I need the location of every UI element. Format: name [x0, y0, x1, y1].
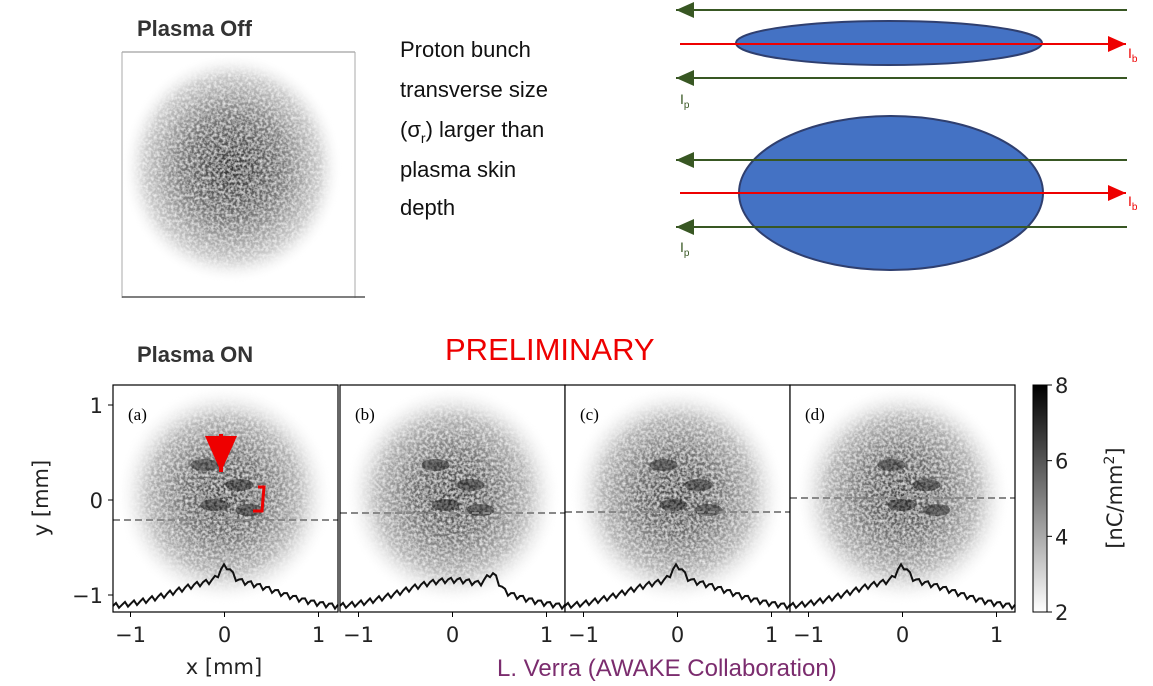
x-tick-label: 0: [446, 623, 459, 647]
x-tick-label: −1: [568, 623, 599, 647]
panel-label: (a): [128, 405, 147, 424]
filament: [431, 499, 460, 511]
colorbar-tick-label: 6: [1055, 450, 1068, 474]
on-title: Plasma ON: [137, 342, 253, 367]
x-tick-label: 0: [671, 623, 684, 647]
filament: [887, 499, 916, 511]
beam-image: [794, 385, 1011, 605]
beam-label: Ib: [1128, 193, 1138, 213]
filament: [225, 479, 254, 491]
beam-image: [116, 385, 333, 605]
x-tick-label: 0: [896, 623, 909, 647]
y-tick-label: 0: [90, 489, 103, 513]
y-tick-label: 1: [90, 394, 103, 418]
stamp: PRELIMINARY: [445, 332, 655, 367]
panel-label: (c): [580, 405, 599, 424]
colorbar-tick-label: 8: [1055, 374, 1068, 398]
filament: [694, 504, 723, 516]
colorbar-tick-label: 4: [1055, 525, 1068, 549]
filament: [912, 479, 941, 491]
profile: [112, 562, 339, 611]
colorbar-label: [nC/mm2]: [1102, 447, 1127, 548]
filament: [649, 459, 678, 471]
off-image: [121, 51, 365, 298]
colorbar: [1032, 384, 1048, 613]
y-label: y [mm]: [29, 460, 53, 536]
y-tick-label: −1: [72, 584, 103, 608]
diagram-small: [676, 2, 1127, 86]
panels: (a) −1 0 1 (b) −1 0 1 (c) −1 0 1 (d) −1 0 1 1 0 −1 8 6 4 2: [72, 374, 1068, 647]
panel-label: (b): [355, 405, 375, 424]
filament: [421, 459, 450, 471]
filament: [659, 499, 688, 511]
filament: [466, 504, 495, 516]
filament: [922, 504, 951, 516]
filament: [190, 459, 219, 471]
panel-border: [112, 384, 339, 613]
beam-image: [569, 385, 786, 605]
beam-image: [344, 385, 561, 605]
beam-label: Ib: [1128, 45, 1138, 65]
panel-label: (d): [805, 405, 825, 424]
diagram-large: [676, 115, 1127, 271]
filament: [200, 499, 229, 511]
filament: [877, 459, 906, 471]
x-tick-label: 0: [218, 623, 231, 647]
description: Proton bunch transverse size (σr) larger…: [400, 37, 554, 220]
filament: [235, 504, 264, 516]
colorbar-tick-label: 2: [1055, 601, 1068, 625]
x-label: x [mm]: [186, 655, 262, 679]
x-tick-label: 1: [540, 623, 553, 647]
plasma-label: Ip: [680, 239, 690, 259]
filament: [684, 479, 713, 491]
x-tick-label: 1: [312, 623, 325, 647]
x-tick-label: 1: [765, 623, 778, 647]
profile: [339, 571, 566, 611]
profile: [564, 562, 791, 611]
credit: L. Verra (AWAKE Collaboration): [497, 655, 837, 682]
x-tick-label: 1: [990, 623, 1003, 647]
profile: [789, 562, 1016, 611]
filament: [456, 479, 485, 491]
x-tick-label: −1: [343, 623, 374, 647]
off-title: Plasma Off: [137, 16, 253, 41]
bracket: [253, 485, 266, 513]
x-tick-label: −1: [115, 623, 146, 647]
plasma-label: Ip: [680, 91, 690, 111]
x-tick-label: −1: [793, 623, 824, 647]
